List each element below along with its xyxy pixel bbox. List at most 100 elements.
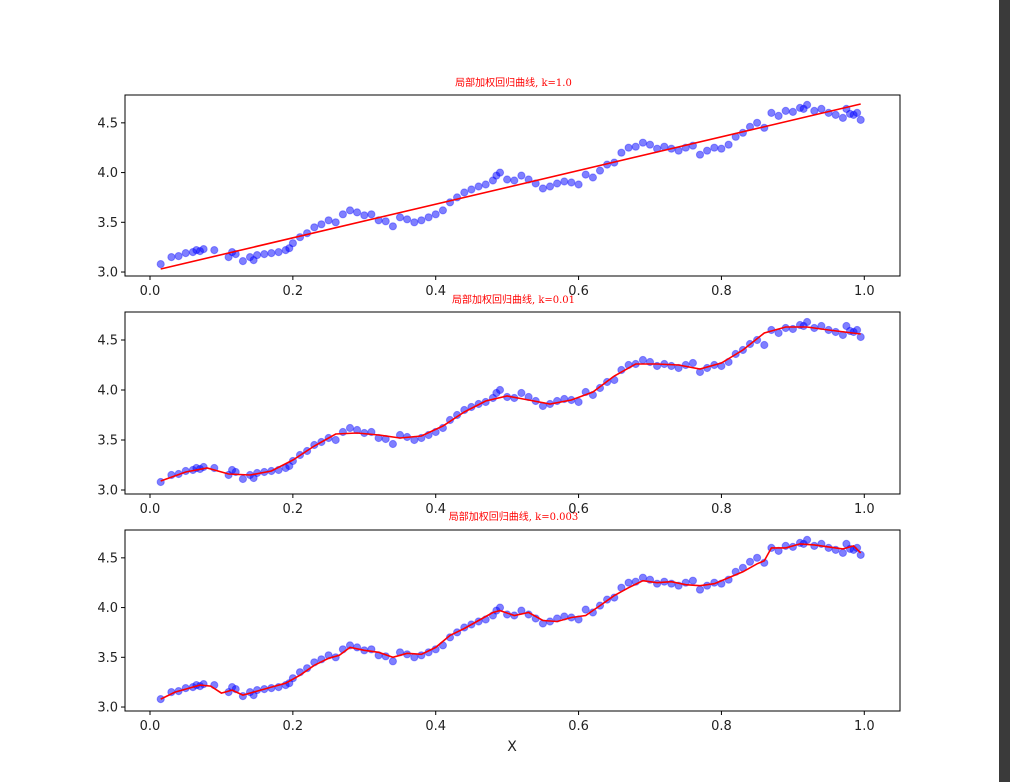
- x-tick-label: 0.2: [283, 719, 304, 734]
- data-point: [156, 695, 165, 704]
- data-point: [781, 106, 790, 116]
- data-point: [856, 115, 865, 125]
- data-point: [467, 185, 476, 194]
- x-tick-label: 0.2: [283, 284, 304, 299]
- data-point: [474, 182, 483, 191]
- subplot-title: 局部加权回归曲线, k=0.003: [449, 510, 578, 523]
- axes-frame: [124, 311, 901, 495]
- scrollbar[interactable]: [999, 0, 1010, 782]
- data-point: [838, 548, 848, 558]
- y-tick-label: 3.5: [97, 434, 118, 449]
- data-point: [517, 171, 526, 180]
- y-tick-label: 4.5: [97, 116, 118, 131]
- data-point: [810, 106, 819, 116]
- data-point: [588, 173, 598, 182]
- data-point: [417, 216, 426, 225]
- data-point: [481, 180, 490, 189]
- data-point: [167, 253, 176, 262]
- data-point: [856, 550, 865, 560]
- data-point: [331, 435, 340, 445]
- data-point: [495, 385, 505, 395]
- data-point: [495, 168, 505, 177]
- data-point: [595, 166, 605, 175]
- data-point: [803, 535, 812, 545]
- y-tick-label: 4.5: [97, 334, 118, 349]
- y-tick-label: 3.5: [97, 216, 118, 231]
- data-point: [285, 244, 294, 253]
- x-tick-label: 1.0: [854, 719, 875, 734]
- y-tick-label: 3.5: [97, 651, 118, 666]
- y-tick-label: 3.0: [97, 484, 118, 499]
- data-point: [210, 246, 219, 255]
- data-point: [317, 220, 326, 229]
- data-point: [260, 250, 269, 259]
- data-point: [310, 223, 319, 232]
- data-point: [360, 211, 369, 220]
- data-point: [338, 210, 347, 219]
- data-point: [853, 543, 862, 553]
- data-point: [503, 175, 512, 184]
- axes-frame: [124, 94, 901, 277]
- data-point: [174, 252, 183, 261]
- data-point: [774, 111, 783, 121]
- data-point: [817, 104, 826, 114]
- data-point: [345, 206, 355, 215]
- subplot-k-0-003: 局部加权回归曲线, k=0.003 0.0 0.2 0.4 0.6 0.8 1.0 3.0 3.…: [97, 510, 901, 734]
- regression-curve: [160, 103, 861, 270]
- data-point: [631, 142, 640, 151]
- data-point: [581, 605, 590, 614]
- x-axis-label: X: [507, 739, 517, 755]
- x-tick-label: 0.4: [425, 284, 446, 299]
- data-point: [388, 222, 397, 231]
- data-point: [181, 249, 190, 258]
- axes-frame: [124, 529, 901, 712]
- y-tick-label: 4.0: [97, 166, 118, 181]
- data-point: [695, 150, 705, 159]
- x-tick-label: 0.8: [711, 284, 732, 299]
- data-point: [538, 184, 548, 193]
- x-tick-label: 0.6: [568, 284, 589, 299]
- data-point: [724, 140, 733, 149]
- data-point: [574, 397, 583, 407]
- data-point: [367, 210, 376, 219]
- data-point: [788, 107, 798, 117]
- data-point: [410, 218, 419, 227]
- data-point: [238, 257, 247, 266]
- data-point: [331, 218, 340, 227]
- y-tick-label: 3.0: [97, 266, 118, 281]
- data-point: [510, 176, 519, 185]
- x-tick-label: 0.6: [568, 502, 589, 517]
- data-point: [831, 110, 840, 120]
- x-tick-label: 0.8: [711, 502, 732, 517]
- x-tick-label: 0.4: [425, 719, 446, 734]
- y-tick-label: 3.0: [97, 701, 118, 716]
- x-tick-label: 0.8: [711, 719, 732, 734]
- data-point: [431, 210, 440, 219]
- data-point: [353, 208, 362, 217]
- data-point: [381, 217, 390, 226]
- x-tick-label: 0.2: [283, 502, 304, 517]
- data-point: [438, 206, 447, 215]
- subplot-title: 局部加权回归曲线, k=1.0: [455, 76, 572, 89]
- subplot-k-0-01: 局部加权回归曲线, k=0.01 0.0 0.2 0.4 0.6 0.8 1.0 3.0 3.5…: [97, 293, 901, 517]
- data-point: [267, 249, 276, 258]
- subplot-k-1: 局部加权回归曲线, k=1.0 0.0 0.2 0.4 0.6 0.8 1.0 3.0 3.5 4…: [97, 76, 901, 299]
- data-point: [424, 213, 433, 222]
- data-point: [388, 439, 397, 449]
- data-point: [688, 358, 698, 368]
- x-tick-label: 0.0: [140, 719, 161, 734]
- x-tick-label: 1.0: [854, 502, 875, 517]
- x-tick-label: 0.0: [140, 502, 161, 517]
- data-point: [710, 143, 719, 152]
- data-point: [253, 251, 262, 260]
- y-tick-label: 4.0: [97, 384, 118, 399]
- data-point: [545, 182, 555, 191]
- data-point: [688, 576, 698, 585]
- data-point: [238, 474, 247, 484]
- data-point: [560, 177, 569, 186]
- data-point: [581, 170, 590, 179]
- regression-curve: [160, 326, 861, 482]
- data-point: [653, 579, 662, 588]
- data-point: [624, 578, 633, 587]
- data-point: [249, 256, 258, 265]
